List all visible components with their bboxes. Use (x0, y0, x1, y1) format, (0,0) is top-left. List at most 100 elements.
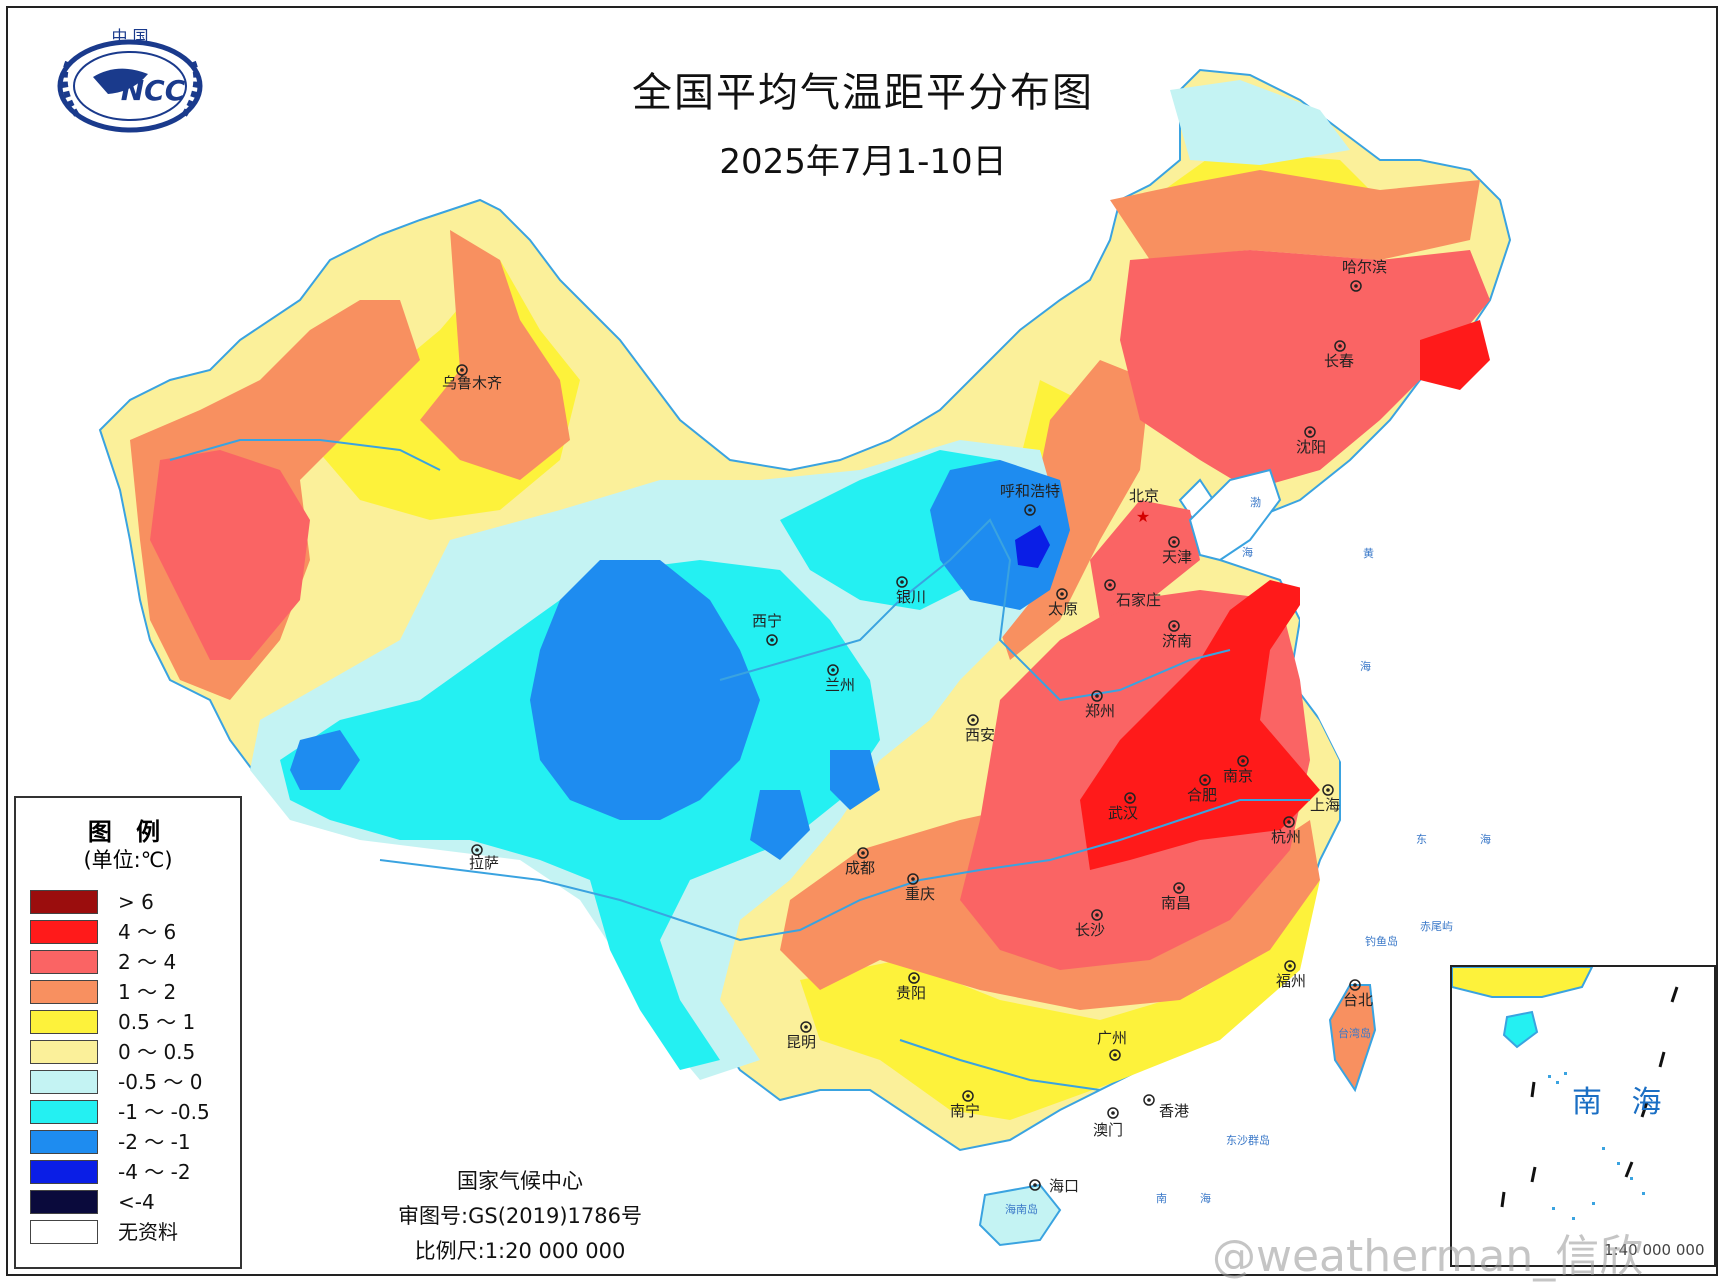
legend-swatch (30, 890, 98, 914)
legend-row: -1 ～ -0.5 (30, 1100, 240, 1124)
city-dot-center (475, 848, 479, 852)
city-marker: 昆明 (786, 1021, 816, 1051)
city-dot-icon (1124, 792, 1136, 804)
city-dot-center (831, 668, 835, 672)
city-label: 杭州 (1271, 828, 1301, 846)
inset-scale: 1:40 000 000 (1604, 1241, 1705, 1259)
city-dot-icon (827, 664, 839, 676)
legend-label: -0.5 ～ 0 (118, 1070, 203, 1094)
city-label: 长沙 (1075, 921, 1105, 939)
legend-swatch (30, 1010, 98, 1034)
legend-swatch (30, 1190, 98, 1214)
city-label: 太原 (1048, 600, 1078, 618)
legend-row: 0.5 ～ 1 (30, 1010, 240, 1034)
city-marker: 济南 (1162, 620, 1192, 650)
city-marker: 西宁 (752, 612, 782, 646)
legend-label: 4 ～ 6 (118, 920, 177, 944)
city-dot-icon (1284, 960, 1296, 972)
city-dot-icon (908, 972, 920, 984)
city-label: 海口 (1049, 1177, 1079, 1195)
city-dot-center (1241, 759, 1245, 763)
city-marker: 西安 (965, 714, 995, 744)
city-dot-icon (1029, 1179, 1041, 1191)
city-dot-center (1028, 508, 1032, 512)
city-dot-icon (1024, 504, 1036, 516)
city-label: 哈尔滨 (1342, 258, 1387, 276)
city-label: 西安 (965, 726, 995, 744)
sea-label: 海南岛 (1005, 1202, 1038, 1216)
legend-swatch (30, 1070, 98, 1094)
city-marker: ★ 北京 (1129, 487, 1159, 526)
sea-label: 海 (1242, 545, 1253, 559)
city-marker: 长沙 (1075, 909, 1105, 939)
city-dot-center (1326, 788, 1330, 792)
city-label: 北京 (1129, 487, 1159, 505)
city-label: 贵阳 (896, 984, 926, 1002)
city-label: 南昌 (1161, 894, 1191, 912)
legend-row: -0.5 ～ 0 (30, 1070, 240, 1094)
city-dot-center (804, 1025, 808, 1029)
city-dot-icon (857, 847, 869, 859)
city-marker: 石家庄 (1104, 579, 1161, 609)
city-dot-center (912, 976, 916, 980)
legend-label: 1 ～ 2 (118, 980, 177, 1004)
city-dot-center (1172, 624, 1176, 628)
city-label: 广州 (1097, 1029, 1127, 1047)
sea-label: 东沙群岛 (1226, 1133, 1270, 1147)
city-dot-center (1128, 796, 1132, 800)
city-marker: 呼和浩特 (1000, 482, 1060, 516)
city-dot-icon (1168, 536, 1180, 548)
city-dot-icon (1283, 816, 1295, 828)
city-marker: 香港 (1143, 1094, 1189, 1120)
map-frame (6, 6, 1718, 1276)
map-title: 全国平均气温距平分布图 (632, 70, 1094, 116)
sea-label: 南 (1156, 1192, 1167, 1205)
city-marker: 哈尔滨 (1342, 258, 1387, 292)
legend-row: > 6 (30, 890, 240, 914)
legend-swatch (30, 1040, 98, 1064)
city-dot-center (1172, 540, 1176, 544)
logo-top-text: 中 国 (111, 27, 148, 46)
city-marker: 贵阳 (896, 972, 926, 1002)
city-dot-icon (1109, 1049, 1121, 1061)
city-label: 长春 (1324, 352, 1354, 370)
sea-label: 海 (1200, 1191, 1211, 1205)
tarim-river (169, 439, 441, 471)
city-label: 南京 (1223, 767, 1253, 785)
inset-map (1452, 967, 1679, 1220)
city-label: 呼和浩特 (1000, 482, 1060, 500)
legend-label: -4 ～ -2 (118, 1160, 191, 1184)
sea-label: 渤 (1250, 496, 1261, 509)
city-label: 台北 (1343, 991, 1373, 1009)
city-label: 澳门 (1093, 1121, 1123, 1139)
city-dot-center (1308, 430, 1312, 434)
credit-scale: 比例尺:1:20 000 000 (414, 1239, 626, 1263)
city-dot-icon (1107, 1107, 1119, 1119)
city-marker: 广州 (1097, 1029, 1127, 1061)
legend-label: 0 ～ 0.5 (118, 1040, 196, 1064)
city-label: 重庆 (905, 885, 935, 903)
city-dot-icon (1091, 690, 1103, 702)
legend-swatch (30, 1130, 98, 1154)
legend-row: 无资料 (30, 1220, 240, 1244)
city-dot-icon (1237, 755, 1249, 767)
city-dot-icon (800, 1021, 812, 1033)
city-marker: 沈阳 (1296, 426, 1326, 456)
city-label: 天津 (1162, 548, 1192, 566)
city-dot-icon (1350, 280, 1362, 292)
city-marker: 银川 (896, 576, 926, 606)
city-dot-center (1095, 694, 1099, 698)
capital-star-icon: ★ (1136, 507, 1150, 526)
pearl-river (899, 1039, 1101, 1091)
credits-block: 国家气候中心 审图号:GS(2019)1786号 比例尺:1:20 000 00… (340, 1164, 700, 1269)
city-marker: 南昌 (1161, 882, 1191, 912)
sea-label: 钓鱼岛 (1365, 934, 1398, 948)
legend-box: 图 例 (单位:℃) > 6 4 ～ 6 2 ～ 4 1 ～ 2 0.5 ～ 1 0 ～ … (14, 796, 242, 1269)
city-dot-center (1095, 913, 1099, 917)
city-label: 福州 (1276, 972, 1306, 990)
city-dot-icon (1173, 882, 1185, 894)
city-dot-center (1354, 284, 1358, 288)
city-marker: 南京 (1223, 755, 1253, 785)
east-coast-sea (1300, 560, 1430, 800)
